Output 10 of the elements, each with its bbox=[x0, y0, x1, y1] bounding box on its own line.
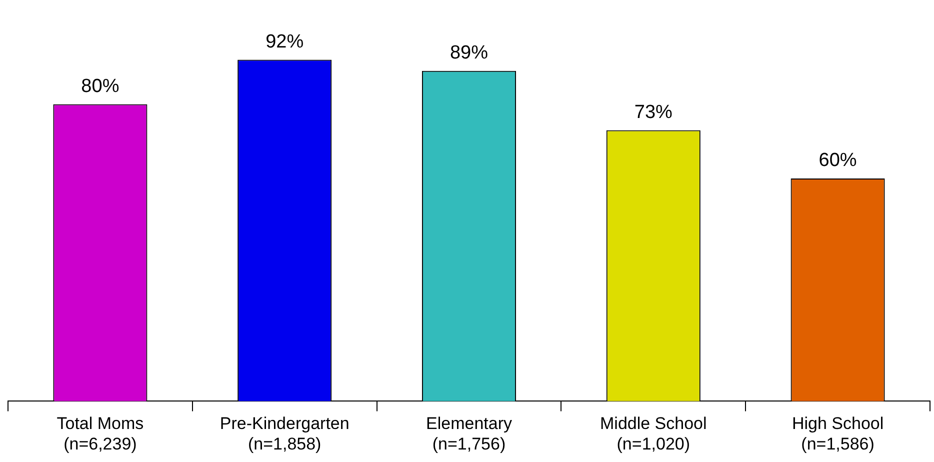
data-label: 73% bbox=[634, 102, 673, 123]
x-tick-label: High School (n=1,586) bbox=[792, 414, 884, 454]
data-label: 60% bbox=[818, 150, 857, 172]
x-tick-label: Pre-Kindergarten (n=1,858) bbox=[220, 414, 350, 454]
x-tick-label: Total Moms (n=6,239) bbox=[56, 414, 144, 454]
x-tick-label: Elementary (n=1,756) bbox=[426, 414, 512, 454]
data-label: 92% bbox=[266, 31, 304, 52]
data-label: 89% bbox=[450, 42, 488, 64]
data-label: 80% bbox=[81, 76, 120, 97]
x-tick-label: Middle School (n=1,020) bbox=[600, 414, 707, 454]
